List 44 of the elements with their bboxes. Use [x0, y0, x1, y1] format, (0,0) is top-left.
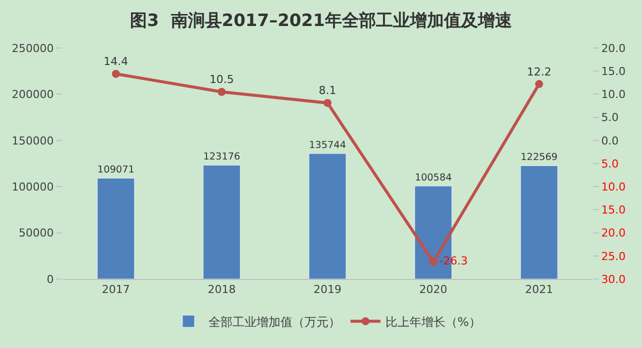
chart-title: 图3 南涧县2017–2021年全部工业增加值及增速 — [130, 10, 512, 31]
data-label: 135744 — [309, 140, 346, 151]
data-label: 123176 — [203, 152, 240, 163]
legend-label: 比上年增长（%） — [386, 314, 481, 329]
y2-tick-label: 10.0 — [601, 88, 626, 102]
y2-tick-label: 20.0 — [601, 42, 626, 55]
data-label: 14.4 — [104, 55, 128, 68]
y-tick-label: 200000 — [12, 88, 54, 102]
legend-label: 全部工业增加值（万元） — [208, 314, 340, 329]
y-tick-label: 50000 — [18, 226, 54, 240]
y-tick-label: 150000 — [12, 134, 54, 148]
x-tick-label: 2021 — [525, 283, 554, 296]
y2-tick-label: 5.0 — [601, 111, 619, 124]
y2-tick-label: 15.0 — [601, 64, 626, 78]
y2-tick-label: 30.0 — [601, 272, 626, 286]
point — [429, 258, 438, 266]
y2-tick-label: 20.0 — [601, 226, 626, 240]
data-label: 100584 — [414, 172, 452, 184]
data-label: 8.1 — [318, 84, 336, 98]
data-label: 109071 — [97, 164, 134, 176]
point — [218, 88, 226, 96]
y-tick-label: 0 — [46, 272, 54, 286]
y2-tick-label: 10.0 — [601, 180, 626, 194]
bar — [520, 166, 558, 279]
data-label: 10.5 — [209, 73, 234, 86]
x-tick-label: 2017 — [102, 283, 130, 296]
data-label: -26.3 — [439, 254, 468, 268]
point — [324, 98, 332, 107]
y-tick-label: 250000 — [12, 42, 54, 55]
point — [112, 70, 120, 78]
y-tick-label: 100000 — [12, 180, 54, 194]
x-tick-label: 2018 — [208, 283, 236, 296]
x-tick-label: 2020 — [419, 283, 448, 296]
data-label: 12.2 — [526, 65, 552, 78]
x-tick-label: 2019 — [314, 283, 342, 296]
y2-tick-label: 5.0 — [601, 157, 619, 170]
bar — [97, 178, 135, 279]
bar — [202, 164, 240, 279]
y2-tick-label: 15.0 — [601, 204, 626, 217]
bar — [308, 153, 346, 279]
point — [535, 80, 544, 88]
y2-tick-label: 25.0 — [601, 250, 626, 263]
y2-tick-label: 0.0 — [601, 134, 619, 148]
data-label: 122569 — [520, 152, 558, 164]
